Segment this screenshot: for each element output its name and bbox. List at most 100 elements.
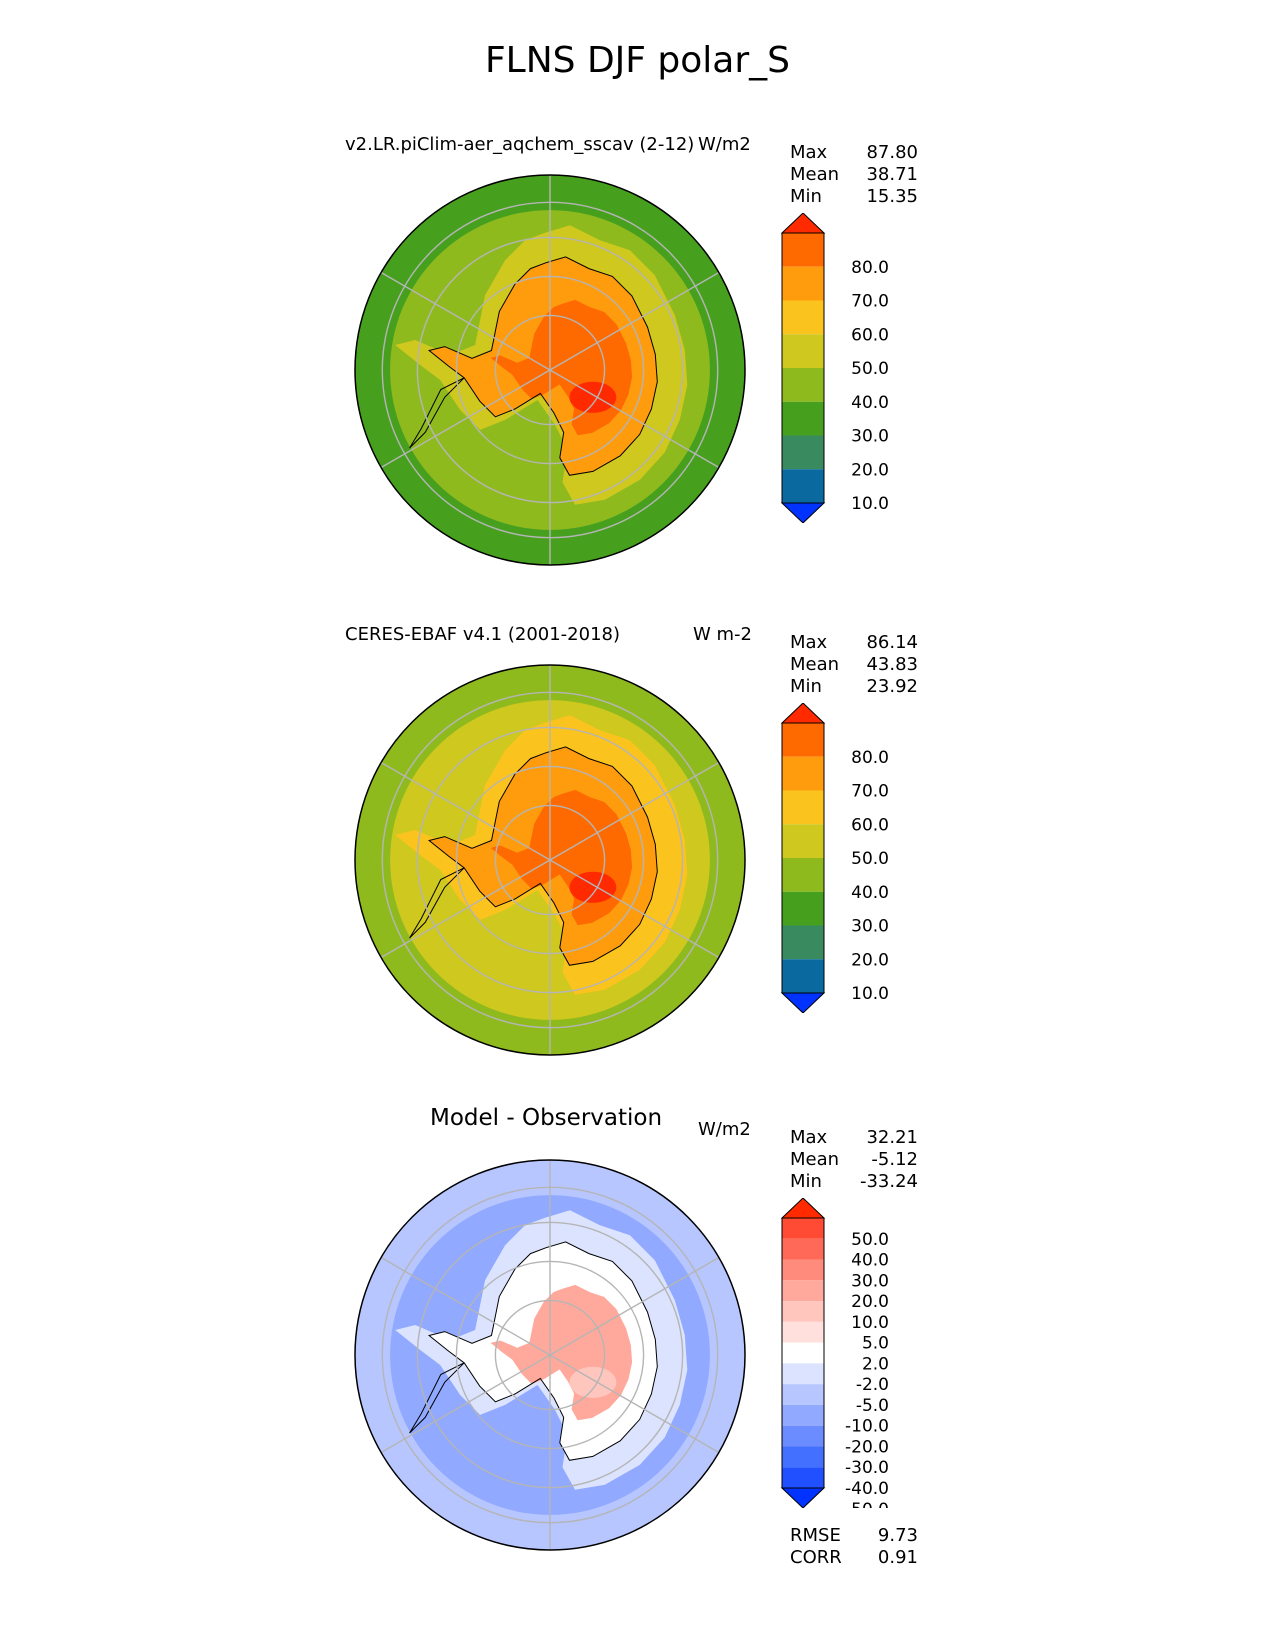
stat-mean-label: Mean: [790, 654, 840, 675]
stat-min-value: -33.24: [859, 1171, 918, 1192]
colorbar-segment: [782, 1363, 824, 1385]
stat-min-label: Min: [790, 1171, 822, 1192]
colorbar-segment: [782, 756, 824, 791]
local-maxima: [569, 381, 617, 413]
meridian-line: [380, 271, 551, 371]
colorbar: 80.070.060.050.040.030.020.010.00.0: [780, 213, 889, 523]
meridian-line: [549, 859, 720, 959]
colorbar-extend-max: [780, 703, 826, 724]
colorbar-tick-label: 70.0: [851, 782, 889, 802]
colorbar-tick-label: 50.0: [851, 1230, 889, 1250]
stat-max-label: Max: [790, 632, 828, 653]
colorbar-tick-label: 10.0: [851, 1313, 889, 1333]
graticule: [380, 1160, 720, 1550]
panel-title: CERES-EBAF v4.1 (2001-2018): [345, 624, 621, 645]
stats-box: Max 32.21 Mean -5.12 Min -33.24: [790, 1127, 918, 1193]
panel-units: W m-2: [693, 624, 753, 645]
colorbar-tick-label: 20.0: [851, 1292, 889, 1312]
map-boundary: [354, 1159, 746, 1551]
meridian-line: [549, 1256, 720, 1356]
stat-mean-value: 38.71: [866, 164, 918, 185]
panel-title: v2.LR.piClim-aer_aqchem_sscav (2-12): [345, 134, 695, 155]
rmse-value: 9.73: [877, 1525, 918, 1546]
colorbar-tick-label: -30.0: [845, 1458, 889, 1478]
peninsula-coastline: [409, 377, 465, 449]
colorbar-tick-label: 10.0: [851, 494, 889, 514]
colorbar-segment: [782, 891, 824, 926]
colorbar-tick-label: -50.0: [845, 1500, 889, 1508]
stats-box: Max 87.80 Mean 38.71 Min 15.35: [790, 142, 918, 208]
stat-max-value: 87.80: [866, 142, 918, 163]
polar-map: [354, 664, 746, 1056]
colorbar-segment: [782, 1446, 824, 1468]
peninsula-coastline: [409, 1362, 465, 1434]
panel-title: Model - Observation: [430, 1105, 663, 1131]
colorbar-frame: [781, 722, 825, 994]
local-maxima: [569, 871, 617, 903]
colorbar-tick-label: 40.0: [851, 1251, 889, 1271]
graticule: [380, 665, 720, 1055]
panel-units: W/m2: [698, 1119, 751, 1140]
colorbar-segment: [782, 401, 824, 436]
colorbar-tick-label: 2.0: [862, 1354, 889, 1374]
colorbar-segment: [782, 790, 824, 825]
page-title: FLNS DJF polar_S: [484, 40, 791, 81]
coastline: [427, 746, 658, 966]
colorbar-tick-label: 50.0: [851, 849, 889, 869]
colorbar-segment: [782, 1301, 824, 1322]
polar-map: [354, 1159, 746, 1551]
colorbar-tick-label: 80.0: [851, 748, 889, 768]
colorbar: 80.070.060.050.040.030.020.010.00.0: [780, 703, 889, 1013]
colorbar-tick-label: 60.0: [851, 815, 889, 835]
colorbar-segment: [782, 1280, 824, 1302]
colorbar-frame: [781, 232, 825, 504]
meridian-line: [549, 761, 720, 861]
stat-max-label: Max: [790, 142, 828, 163]
corr-value: 0.91: [877, 1547, 918, 1568]
colorbar-extend-min: [780, 1487, 826, 1508]
colorbar-tick-label: -5.0: [856, 1396, 889, 1416]
colorbar-extend-max: [780, 213, 826, 234]
graticule: [380, 175, 720, 565]
colorbar-segment: [782, 266, 824, 301]
stat-mean-value: -5.12: [871, 1149, 918, 1170]
stats-box: Max 86.14 Mean 43.83 Min 23.92: [790, 632, 918, 698]
coastline: [427, 1241, 658, 1461]
colorbar-segment: [782, 1321, 824, 1343]
colorbar-tick-label: -20.0: [845, 1437, 889, 1457]
colorbar-segment: [782, 334, 824, 368]
stat-mean-label: Mean: [790, 164, 840, 185]
colorbar-tick-label: 70.0: [851, 292, 889, 312]
meridian-line: [549, 1354, 720, 1454]
colorbar-tick-label: 30.0: [851, 427, 889, 447]
colorbar-tick-label: -2.0: [856, 1375, 889, 1395]
meridian-line: [380, 761, 551, 861]
colorbar-tick-label: 40.0: [851, 393, 889, 413]
corr-label: CORR: [790, 1547, 842, 1568]
stat-max-label: Max: [790, 1127, 828, 1148]
colorbar-tick-label: -40.0: [845, 1479, 889, 1499]
colorbar-segment: [782, 1342, 824, 1364]
stat-min-label: Min: [790, 676, 822, 697]
local-maxima: [569, 1366, 617, 1398]
panel-model: v2.LR.piClim-aer_aqchem_sscav (2-12) W/m…: [0, 0, 1275, 566]
colorbar-tick-label: 10.0: [851, 984, 889, 1004]
colorbar-frame: [781, 1217, 825, 1489]
stat-mean-value: 43.83: [866, 654, 918, 675]
meridian-line: [549, 369, 720, 469]
meridian-line: [380, 369, 551, 469]
colorbar-segment: [782, 1259, 824, 1281]
coastline: [427, 256, 658, 476]
error-stats: RMSE 9.73 CORR 0.91: [790, 1525, 918, 1569]
stat-mean-label: Mean: [790, 1149, 840, 1170]
rmse-label: RMSE: [790, 1525, 841, 1546]
colorbar-segment: [782, 435, 824, 470]
colorbar-segment: [782, 1238, 824, 1260]
colorbar-segment: [782, 858, 824, 892]
meridian-line: [380, 1256, 551, 1356]
colorbar-tick-label: 20.0: [851, 460, 889, 480]
panel-units: W/m2: [698, 134, 751, 155]
meridian-line: [380, 1354, 551, 1454]
colorbar-tick-label: 5.0: [862, 1334, 889, 1354]
colorbar-segment: [782, 1425, 824, 1447]
